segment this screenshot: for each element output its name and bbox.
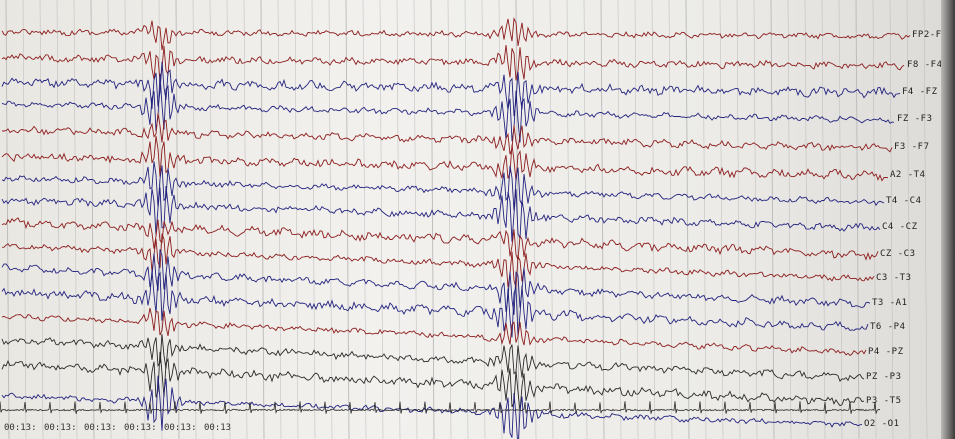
channel-label: PZ -P3 [866,372,902,382]
grid-line [685,0,690,439]
grid-line [838,0,843,439]
grid-line [464,0,469,439]
grid-line [906,0,911,439]
grid-line [498,0,503,439]
grid-line [311,0,316,439]
grid-line [175,0,180,439]
grid-line [141,0,146,439]
timestamp: 00:13: [44,423,77,433]
channel-label: A2 -T4 [890,170,926,180]
grid-line [277,0,282,439]
grid-line [753,0,758,439]
eeg-trace [1,375,863,439]
grid-line [379,0,384,439]
channel-label: FZ -F3 [897,114,933,124]
grid-line [124,0,129,439]
grid-line [447,0,452,439]
grid-line [855,0,860,439]
timestamp: 00:13 [204,423,232,433]
grid-line [804,0,809,439]
grid-line [345,0,350,439]
grid-line [107,0,112,439]
grid-line [396,0,401,439]
grid-line [294,0,299,439]
grid-line [5,0,10,439]
grid-line [226,0,231,439]
grid-line [243,0,248,439]
channel-label: P3 -T5 [866,396,902,406]
eeg-trace [1,217,879,261]
grid-line [736,0,741,439]
ecg-trace [0,401,881,415]
channel-label: C4 -CZ [882,222,918,232]
channel-label: F4 -FZ [902,87,938,97]
eeg-trace [1,334,865,382]
grid-line [260,0,265,439]
eeg-trace [2,112,893,155]
grid-line [583,0,588,439]
grid-line [787,0,792,439]
grid-line [22,0,27,439]
grid-line [634,0,639,439]
channel-label: FP2-F8 [912,30,948,40]
timestamp: 00:13: [84,423,117,433]
eeg-trace [1,270,869,338]
channel-label: CZ -C3 [880,249,916,259]
grid-line [719,0,724,439]
channel-label: F3 -F7 [894,142,930,152]
grid-line [770,0,775,439]
grid-line [923,0,928,439]
timestamp: 00:13: [124,423,157,433]
channel-label: T3 -A1 [872,298,908,308]
eeg-trace [1,161,885,211]
grid-line [821,0,826,439]
grid-line [702,0,707,439]
grid-line [872,0,877,439]
eeg-trace [1,185,881,242]
channel-label: P4 -PZ [868,347,904,357]
channel-label: O2 -O1 [864,419,900,429]
channel-label: F8 -F4 [907,60,943,70]
channel-label: T4 -C4 [886,196,922,206]
grid-line [90,0,95,439]
eeg-trace [1,61,901,117]
grid-line [192,0,197,439]
timestamp: 00:13: [164,423,197,433]
eeg-trace [1,45,905,82]
eeg-trace [1,307,867,356]
grid-line [481,0,486,439]
grid-line [56,0,61,439]
eeg-trace [1,351,865,412]
eeg-trace [1,135,889,182]
grid-line [413,0,418,439]
grid-line [39,0,44,439]
eeg-trace [1,233,875,289]
grid-line [209,0,214,439]
channel-label: C3 -T3 [876,273,912,283]
grid-line [362,0,367,439]
monitor-bezel [941,0,955,439]
grid-line [328,0,333,439]
eeg-trace [1,249,871,315]
grid-line [889,0,894,439]
grid-line [73,0,78,439]
eeg-trace [1,73,895,143]
grid-line [430,0,435,439]
timestamp: 00:13: [4,423,37,433]
eeg-trace [1,16,911,51]
grid-line [668,0,673,439]
channel-label: T6 -P4 [870,322,906,332]
grid-line [617,0,622,439]
